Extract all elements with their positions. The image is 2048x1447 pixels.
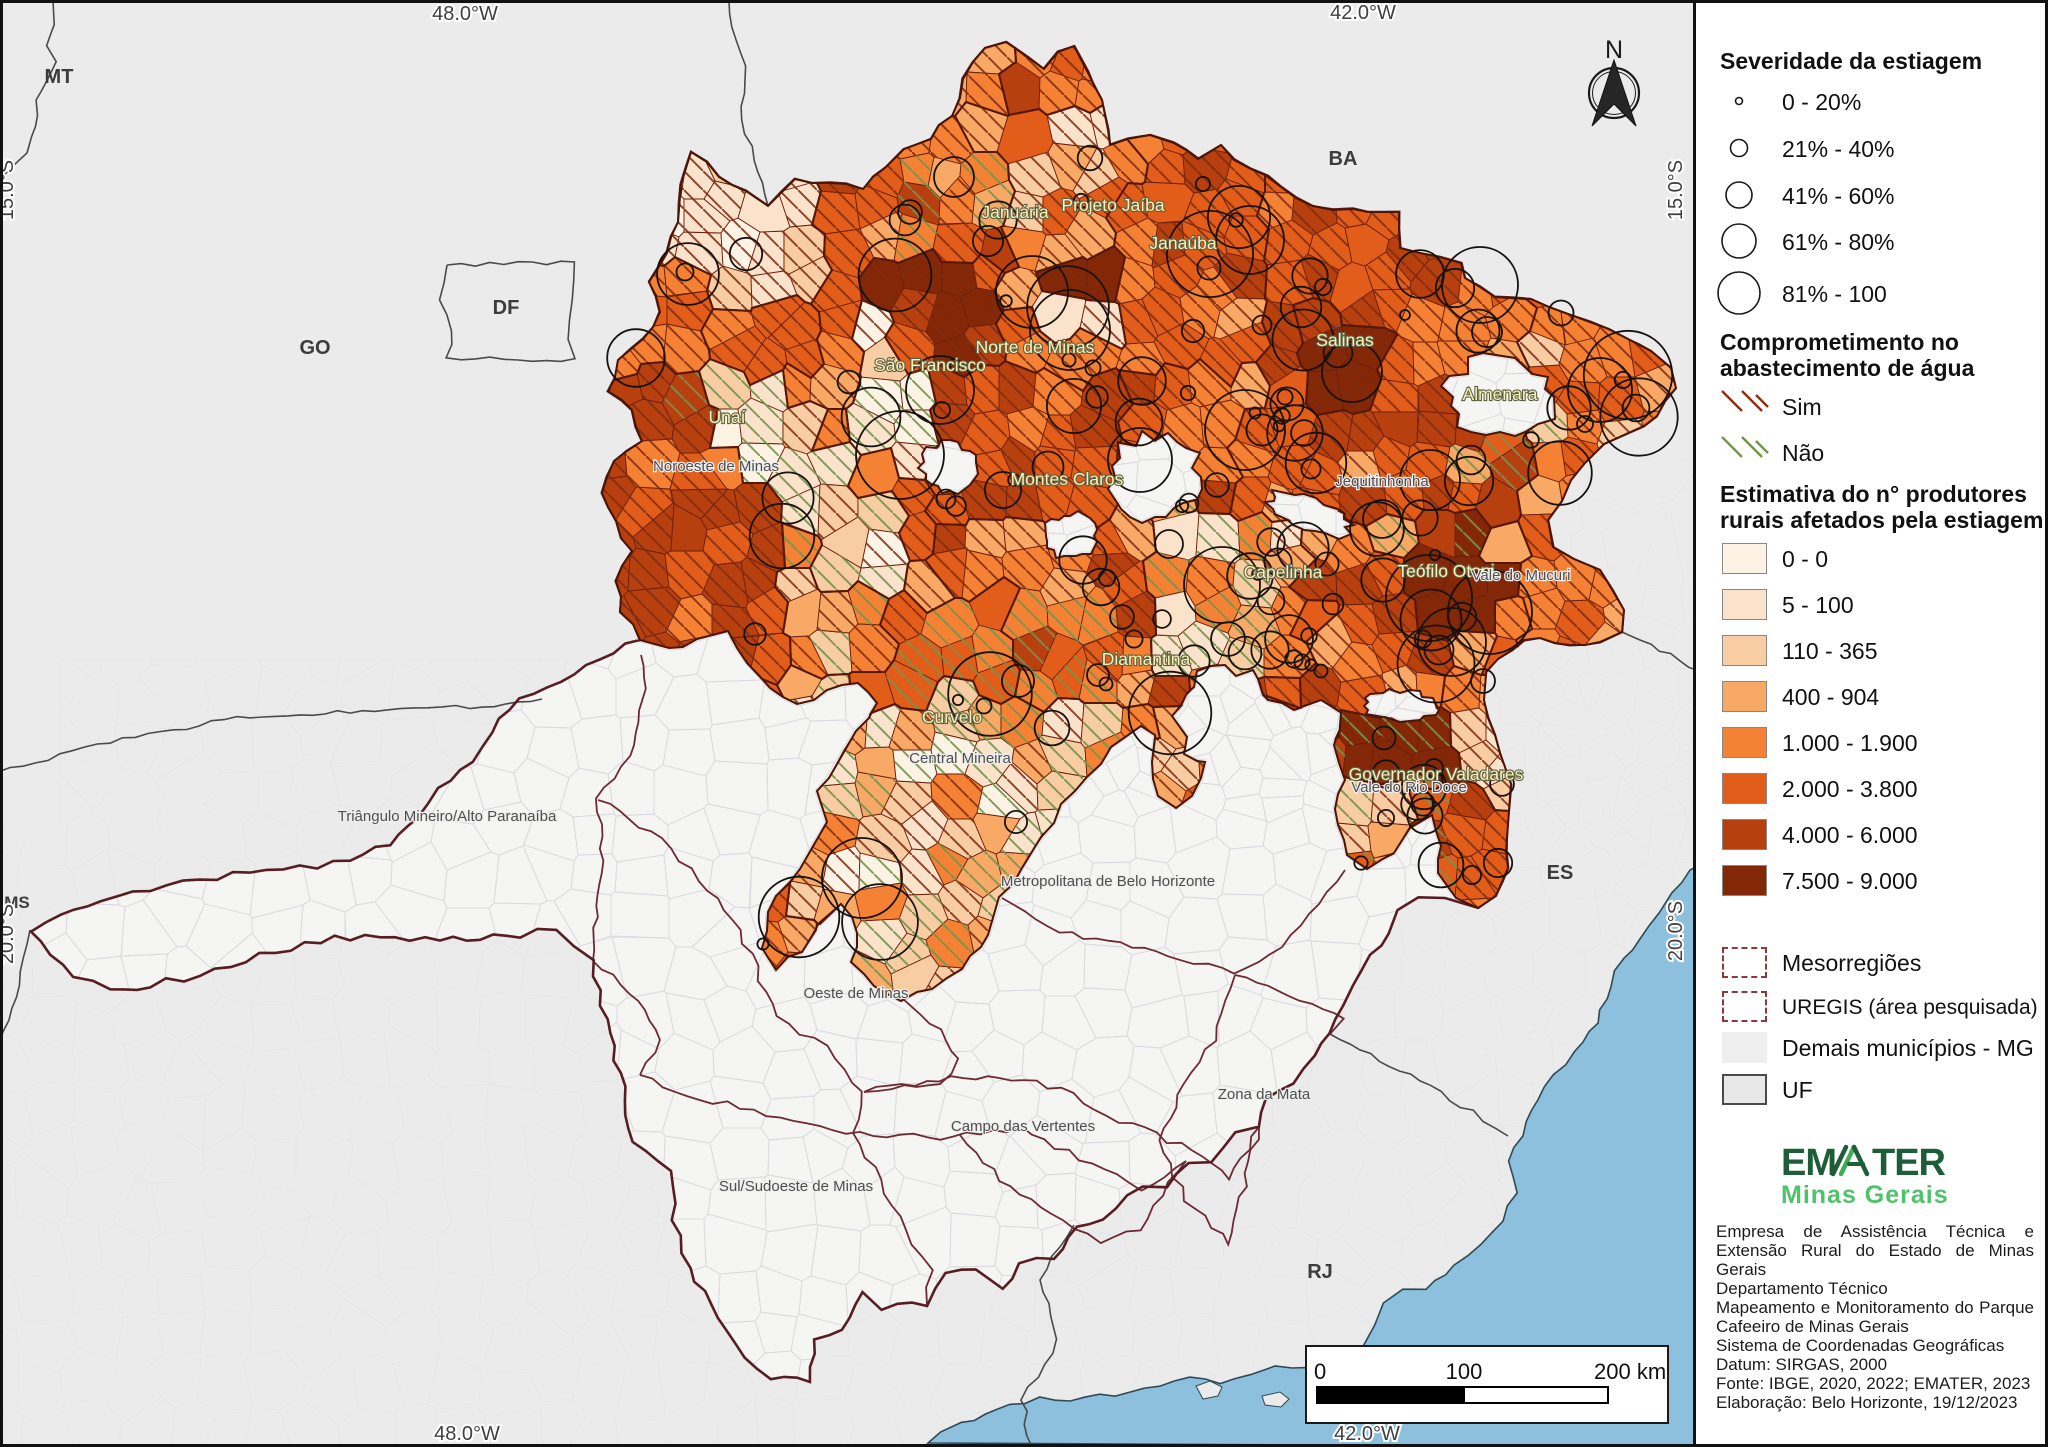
svg-text:Sul/Sudoeste de Minas: Sul/Sudoeste de Minas (719, 1178, 873, 1195)
svg-text:Janaúba: Janaúba (1149, 233, 1216, 253)
svg-text:RJ: RJ (1307, 1261, 1333, 1283)
svg-text:Minas Gerais: Minas Gerais (1781, 1181, 1949, 1208)
svg-text:N: N (1605, 36, 1623, 64)
svg-text:48.0°W: 48.0°W (432, 3, 498, 25)
svg-text:BA: BA (1329, 148, 1358, 170)
svg-text:Januária: Januária (981, 202, 1048, 222)
svg-text:200 km: 200 km (1594, 1359, 1666, 1384)
svg-text:GO: GO (299, 337, 330, 359)
svg-text:Noroeste de Minas: Noroeste de Minas (653, 458, 779, 475)
svg-text:Triângulo Mineiro/Alto Paranaí: Triângulo Mineiro/Alto Paranaíba (338, 808, 557, 825)
svg-text:Montes Claros: Montes Claros (1011, 469, 1124, 489)
svg-text:Vale do Rio Doce: Vale do Rio Doce (1351, 779, 1467, 796)
svg-text:MT: MT (45, 66, 74, 88)
svg-text:Almenara: Almenara (1463, 384, 1538, 404)
svg-text:Metropolitana de Belo Horizont: Metropolitana de Belo Horizonte (1001, 873, 1215, 890)
svg-text:DF: DF (493, 297, 520, 319)
svg-text:100: 100 (1446, 1359, 1483, 1384)
svg-text:Capelinha: Capelinha (1244, 562, 1323, 582)
svg-text:42.0°W: 42.0°W (1334, 1423, 1400, 1445)
svg-text:Vale do Mucuri: Vale do Mucuri (1472, 567, 1571, 584)
svg-text:Norte de Minas: Norte de Minas (976, 337, 1095, 357)
svg-text:Central Mineira: Central Mineira (909, 750, 1011, 767)
svg-text:Salinas: Salinas (1316, 330, 1374, 350)
svg-text:Jequitinhonha: Jequitinhonha (1335, 473, 1429, 490)
svg-text:EM: EM (1781, 1142, 1836, 1184)
svg-text:Curvelo: Curvelo (922, 707, 982, 727)
svg-text:Unaí: Unaí (709, 407, 746, 427)
svg-text:42.0°W: 42.0°W (1330, 2, 1396, 24)
svg-text:TER: TER (1872, 1142, 1946, 1184)
svg-text:15.0°S: 15.0°S (0, 160, 18, 220)
svg-text:15.0°S: 15.0°S (1665, 160, 1687, 220)
svg-text:Zona da Mata: Zona da Mata (1218, 1086, 1311, 1103)
svg-text:Oeste de Minas: Oeste de Minas (803, 985, 908, 1002)
svg-text:Campo das Vertentes: Campo das Vertentes (951, 1118, 1095, 1135)
svg-text:Diamantina: Diamantina (1102, 649, 1191, 669)
svg-text:20.0°S: 20.0°S (0, 904, 18, 964)
svg-text:Projeto Jaíba: Projeto Jaíba (1061, 195, 1164, 215)
svg-text:Governador Valadares: Governador Valadares (1349, 764, 1524, 784)
svg-text:São Francisco: São Francisco (874, 355, 986, 375)
svg-text:MS: MS (4, 893, 30, 912)
svg-text:0: 0 (1314, 1359, 1326, 1384)
svg-text:48.0°W: 48.0°W (434, 1423, 500, 1445)
svg-text:Teófilo Otoni: Teófilo Otoni (1397, 561, 1494, 581)
svg-text:ES: ES (1547, 862, 1574, 884)
svg-text:20.0°S: 20.0°S (1665, 901, 1687, 961)
